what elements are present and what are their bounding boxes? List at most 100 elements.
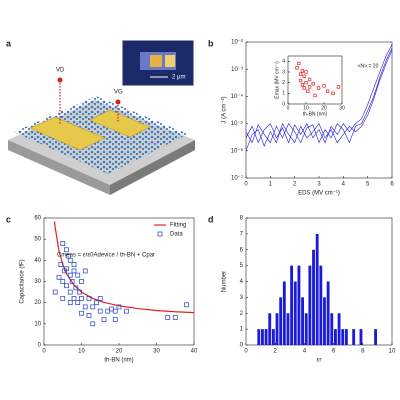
data-point: [316, 86, 321, 90]
bar: [271, 329, 275, 345]
y-tick-label: 40: [34, 258, 41, 264]
x-tick-label: 2: [274, 349, 278, 355]
plot-frame: [245, 217, 393, 346]
data-point: [124, 308, 129, 314]
data-point: [101, 317, 107, 322]
data-point: [90, 321, 96, 327]
y-axis-label: J (A cm⁻²): [222, 96, 228, 123]
y-tick-label: 6: [240, 247, 244, 253]
data-line: [53, 221, 195, 314]
x-tick-label: 6: [332, 349, 336, 355]
bar: [319, 265, 323, 345]
data-point: [71, 262, 77, 267]
substrate-side: [8, 140, 110, 195]
data-point: [86, 313, 92, 318]
bar: [326, 281, 330, 345]
data-point: [64, 283, 69, 289]
data-point: [94, 300, 99, 306]
y-tick-label: 10⁻⁴: [231, 93, 244, 100]
x-tick-label: 6: [390, 182, 394, 188]
legend-swatch: [157, 231, 163, 237]
x-axis-label: th-BN (nm): [303, 111, 328, 117]
data-point: [298, 78, 303, 83]
y-tick-label: 8: [240, 216, 244, 222]
x-tick-label: 10: [389, 349, 396, 355]
data-point: [297, 61, 301, 66]
data-point: [172, 315, 178, 320]
data-point: [300, 83, 305, 87]
electrode: [29, 116, 106, 151]
probe-label: VG: [114, 90, 123, 96]
data-point: [79, 296, 84, 301]
data-point: [336, 85, 341, 89]
x-tick-label: 0: [287, 105, 290, 111]
y-tick-label: 1: [240, 327, 244, 333]
data-point: [306, 89, 310, 93]
data-point: [304, 70, 308, 74]
data-point: [64, 266, 69, 272]
annotation: Cmeas = εrε0Adevice / th-BN + Cpar: [57, 253, 155, 259]
bar: [261, 329, 264, 345]
data-point: [60, 241, 66, 246]
probe-label: VD: [56, 68, 65, 74]
y-tick-label: 2: [240, 311, 244, 317]
hbn-layer: [14, 96, 188, 174]
bar: [341, 329, 345, 345]
bar: [301, 297, 304, 345]
data-point: [307, 85, 312, 89]
data-point: [71, 296, 77, 301]
data-point: [300, 69, 305, 73]
bar: [290, 265, 294, 345]
data-line: [245, 47, 393, 144]
data-point: [112, 317, 118, 322]
data-point: [97, 296, 103, 301]
plot-frame: [287, 55, 343, 105]
y-tick-label: 1: [282, 91, 285, 97]
data-point: [298, 72, 303, 76]
data-point: [116, 304, 122, 310]
x-tick-label: 5: [366, 182, 370, 188]
x-tick-label: 20: [116, 349, 123, 355]
y-tick-label: 60: [34, 216, 41, 222]
legend-label: Fitting: [170, 223, 186, 229]
bar: [308, 265, 312, 345]
data-point: [325, 89, 330, 93]
data-point: [71, 268, 77, 274]
bar: [330, 313, 334, 345]
panel-label: b: [208, 38, 214, 48]
bar: [323, 297, 326, 345]
data-point: [75, 300, 81, 306]
data-point: [165, 315, 171, 320]
panel-label: a: [6, 38, 12, 48]
bar: [268, 313, 272, 345]
x-tick-label: 10: [303, 105, 309, 111]
y-tick-label: 0: [240, 343, 244, 349]
substrate-side: [110, 140, 195, 195]
bar: [312, 249, 315, 345]
micrograph-electrode: [165, 55, 175, 67]
x-tick-label: 0: [244, 349, 248, 355]
bar: [257, 329, 261, 345]
y-tick-label: 10⁻²: [231, 40, 243, 46]
data-point: [313, 93, 317, 98]
data-point: [79, 279, 84, 284]
y-tick-label: 50: [34, 237, 41, 243]
data-line: [245, 50, 393, 151]
bar: [315, 233, 319, 345]
bar: [352, 329, 356, 345]
plot-frame: [43, 217, 195, 346]
data-point: [86, 296, 92, 301]
data-line: [245, 44, 393, 144]
annotation: <N> = 20: [358, 63, 379, 69]
y-tick-label: 10: [34, 321, 41, 327]
y-tick-label: 5: [240, 263, 244, 269]
legend-label: Data: [170, 232, 183, 238]
probe-tip: [57, 77, 63, 83]
scale-label: 2 μm: [172, 75, 185, 81]
bar: [337, 313, 341, 345]
y-tick-label: 10⁻⁵: [231, 120, 244, 127]
bar: [264, 329, 268, 345]
bar: [282, 281, 286, 345]
x-tick-label: 1: [269, 182, 273, 188]
